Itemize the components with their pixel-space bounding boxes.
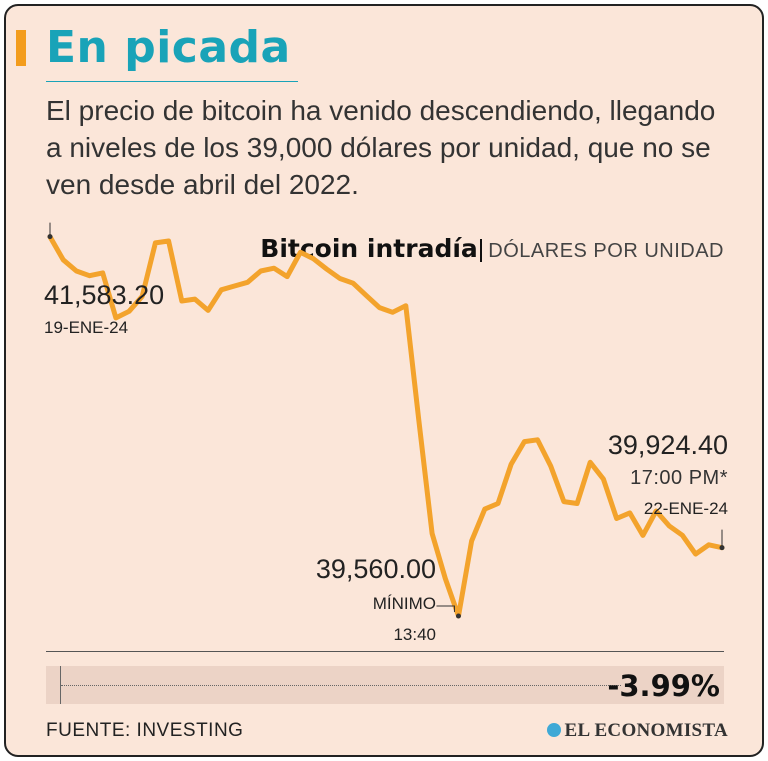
data-point — [522, 440, 526, 444]
data-point — [272, 266, 276, 270]
source-label: FUENTE: INVESTING — [46, 720, 244, 741]
data-point — [707, 543, 711, 547]
data-point — [694, 552, 698, 556]
brand: EL ECONOMISTA — [546, 720, 729, 742]
series-points — [47, 234, 725, 619]
data-point — [338, 277, 342, 280]
data-point — [167, 239, 171, 243]
data-point — [259, 269, 263, 273]
subtitle: El precio de bitcoin ha venido descendie… — [46, 95, 716, 200]
data-point — [588, 460, 592, 464]
data-point — [430, 532, 434, 535]
data-point — [470, 539, 474, 543]
data-point — [641, 533, 645, 537]
brand-name: EL ECONOMISTA — [564, 720, 728, 741]
start-value-label: 41,583.20 — [44, 280, 164, 310]
data-point — [140, 294, 144, 298]
series-line — [47, 234, 725, 619]
data-point — [285, 275, 289, 279]
data-point — [206, 308, 210, 312]
data-point — [628, 511, 632, 515]
data-point — [536, 438, 540, 442]
data-point — [483, 507, 487, 511]
start-date-label: 19-ENE-24 — [44, 318, 128, 337]
data-point — [180, 299, 184, 303]
data-point — [193, 297, 197, 301]
chart-title-separator: | — [477, 235, 485, 263]
min-marker-line — [436, 605, 455, 612]
data-point — [667, 524, 671, 528]
line-chart: 41,583.20 19-ENE-24 39,560.00 MÍNIMO 13:… — [44, 222, 728, 644]
min-time-label: 13:40 — [393, 625, 436, 644]
data-point — [351, 281, 355, 285]
data-point — [232, 284, 236, 288]
data-point — [88, 274, 92, 278]
change-bar-dotted-line — [61, 685, 621, 686]
data-point — [377, 306, 381, 310]
page-title: En picada — [46, 22, 291, 73]
data-point — [496, 502, 500, 505]
end-date-label: 22-ENE-24 — [644, 499, 728, 518]
data-point — [549, 464, 553, 468]
data-point — [153, 241, 157, 245]
data-point — [101, 271, 105, 275]
data-point — [654, 509, 658, 513]
chart-baseline — [46, 651, 724, 652]
change-value: -3.99% — [607, 669, 720, 703]
chart-unit-label: DÓLARES POR UNIDAD — [488, 240, 724, 262]
min-text-label: MÍNIMO — [373, 594, 436, 613]
change-bar-tick — [60, 666, 61, 704]
data-point — [404, 304, 408, 308]
end-time-label: 17:00 PM* — [630, 467, 728, 489]
min-value-label: 39,560.00 — [316, 554, 436, 584]
change-bar: -3.99% — [46, 666, 724, 704]
end-value-label: 39,924.40 — [608, 430, 728, 460]
data-point — [298, 250, 302, 254]
data-point — [325, 267, 329, 271]
data-point — [575, 502, 579, 505]
data-point — [417, 419, 421, 423]
data-point — [312, 257, 316, 261]
infographic-card: En picada El precio de bitcoin ha venido… — [4, 4, 764, 757]
min-dot — [455, 613, 461, 619]
data-point — [246, 280, 250, 284]
data-point — [74, 269, 78, 273]
data-point — [61, 258, 65, 262]
data-point — [219, 288, 223, 292]
data-point — [601, 477, 605, 481]
data-point — [364, 293, 368, 297]
brand-logo-icon — [546, 723, 561, 737]
data-point — [443, 577, 447, 580]
data-point — [391, 310, 395, 314]
data-point — [562, 500, 566, 504]
data-point — [114, 316, 118, 320]
title-accent-bar — [16, 30, 26, 66]
data-point — [509, 462, 513, 466]
data-point — [127, 309, 131, 313]
data-point — [615, 517, 619, 520]
title-underline — [46, 81, 298, 82]
data-point — [680, 533, 684, 537]
